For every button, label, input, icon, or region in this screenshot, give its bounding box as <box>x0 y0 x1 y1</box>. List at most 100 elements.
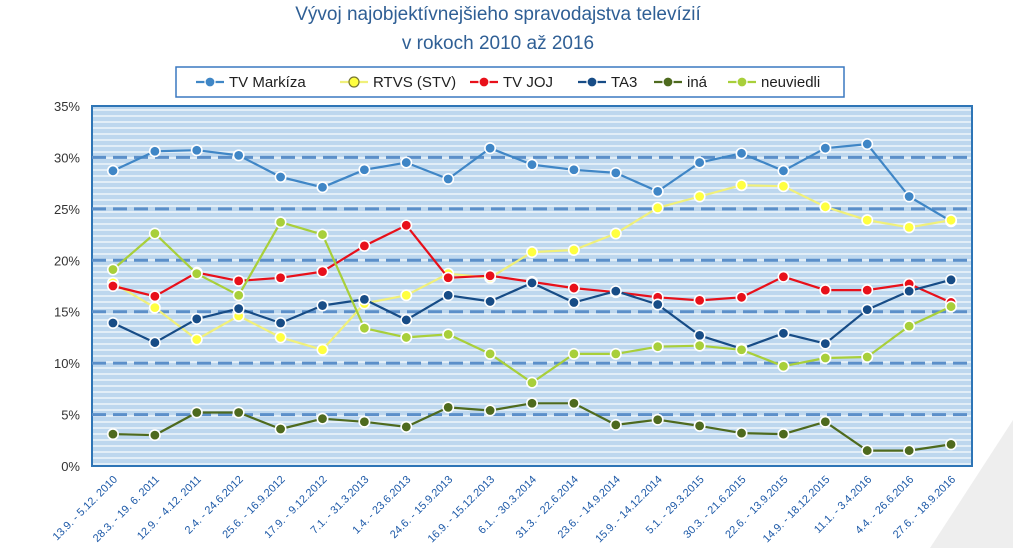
data-point <box>609 227 622 240</box>
legend-swatch-marker <box>586 76 598 88</box>
data-point <box>861 303 874 316</box>
data-point <box>945 300 958 313</box>
data-point <box>945 273 958 286</box>
data-point <box>106 279 119 292</box>
series-layer <box>106 138 958 457</box>
data-point <box>609 347 622 360</box>
data-point <box>903 444 916 457</box>
data-point <box>190 406 203 419</box>
data-point <box>735 343 748 356</box>
data-point <box>693 294 706 307</box>
legend-label: iná <box>687 74 708 91</box>
data-point <box>190 144 203 157</box>
data-point <box>861 350 874 363</box>
data-point <box>777 164 790 177</box>
data-point <box>861 214 874 227</box>
data-point <box>609 285 622 298</box>
chart-title-line1: Vývoj najobjektívnejšieho spravodajstva … <box>295 4 701 25</box>
data-point <box>274 317 287 330</box>
data-point <box>106 317 119 330</box>
data-point <box>651 201 664 214</box>
data-point <box>274 170 287 183</box>
y-tick-label: 15% <box>54 305 80 320</box>
legend-swatch-marker <box>736 76 748 88</box>
legend: TV Markíza RTVS (STV) TV JOJ TA3 iná neuviedl… <box>175 66 845 98</box>
data-point <box>651 185 664 198</box>
data-point <box>819 284 832 297</box>
data-point <box>232 302 245 315</box>
data-point <box>903 221 916 234</box>
data-point <box>400 313 413 326</box>
y-tick-label: 25% <box>54 202 80 217</box>
data-point <box>861 138 874 151</box>
legend-label: TA3 <box>611 74 637 91</box>
data-point <box>106 428 119 441</box>
legend-item: iná <box>654 74 708 91</box>
legend-item: TV Markíza <box>196 74 306 91</box>
data-point <box>358 322 371 335</box>
data-point <box>819 351 832 364</box>
data-point <box>567 296 580 309</box>
data-point <box>190 333 203 346</box>
legend-item: neuviedli <box>728 74 820 91</box>
data-point <box>274 331 287 344</box>
data-point <box>651 340 664 353</box>
legend-swatch-marker <box>204 76 216 88</box>
data-point <box>861 284 874 297</box>
data-point <box>148 145 161 158</box>
data-point <box>148 429 161 442</box>
series-0 <box>106 138 958 228</box>
data-point <box>316 412 329 425</box>
data-point <box>400 156 413 169</box>
data-point <box>148 336 161 349</box>
data-point <box>232 406 245 419</box>
data-point <box>358 239 371 252</box>
data-point <box>945 438 958 451</box>
data-point <box>484 142 497 155</box>
data-point <box>777 180 790 193</box>
data-point <box>232 289 245 302</box>
data-point <box>567 244 580 257</box>
data-point <box>945 214 958 227</box>
data-point <box>777 428 790 441</box>
data-point <box>567 397 580 410</box>
plot-stripes <box>93 109 971 465</box>
data-point <box>525 376 538 389</box>
chart-title-line2: v rokoch 2010 až 2016 <box>402 33 594 54</box>
data-point <box>525 397 538 410</box>
legend-label: RTVS (STV) <box>373 74 456 91</box>
data-point <box>442 401 455 414</box>
data-point <box>819 142 832 155</box>
data-point <box>190 312 203 325</box>
data-point <box>525 158 538 171</box>
data-point <box>190 267 203 280</box>
data-point <box>609 166 622 179</box>
data-point <box>442 328 455 341</box>
data-point <box>316 228 329 241</box>
series-1 <box>106 179 958 356</box>
data-point <box>484 295 497 308</box>
data-point <box>232 274 245 287</box>
legend-swatch-marker <box>478 76 490 88</box>
data-point <box>358 293 371 306</box>
y-tick-label: 10% <box>54 356 80 371</box>
data-point <box>316 343 329 356</box>
legend-item: TA3 <box>578 74 637 91</box>
data-point <box>567 347 580 360</box>
legend-item: TV JOJ <box>470 74 553 91</box>
data-point <box>693 190 706 203</box>
data-point <box>148 227 161 240</box>
series-4 <box>106 397 958 457</box>
legend-item: RTVS (STV) <box>340 74 456 91</box>
data-point <box>819 200 832 213</box>
data-point <box>274 422 287 435</box>
legend-label: TV Markíza <box>229 74 306 91</box>
data-point <box>484 404 497 417</box>
data-point <box>693 329 706 342</box>
data-point <box>400 289 413 302</box>
background-decoration <box>930 420 1013 548</box>
data-point <box>148 301 161 314</box>
data-point <box>777 327 790 340</box>
